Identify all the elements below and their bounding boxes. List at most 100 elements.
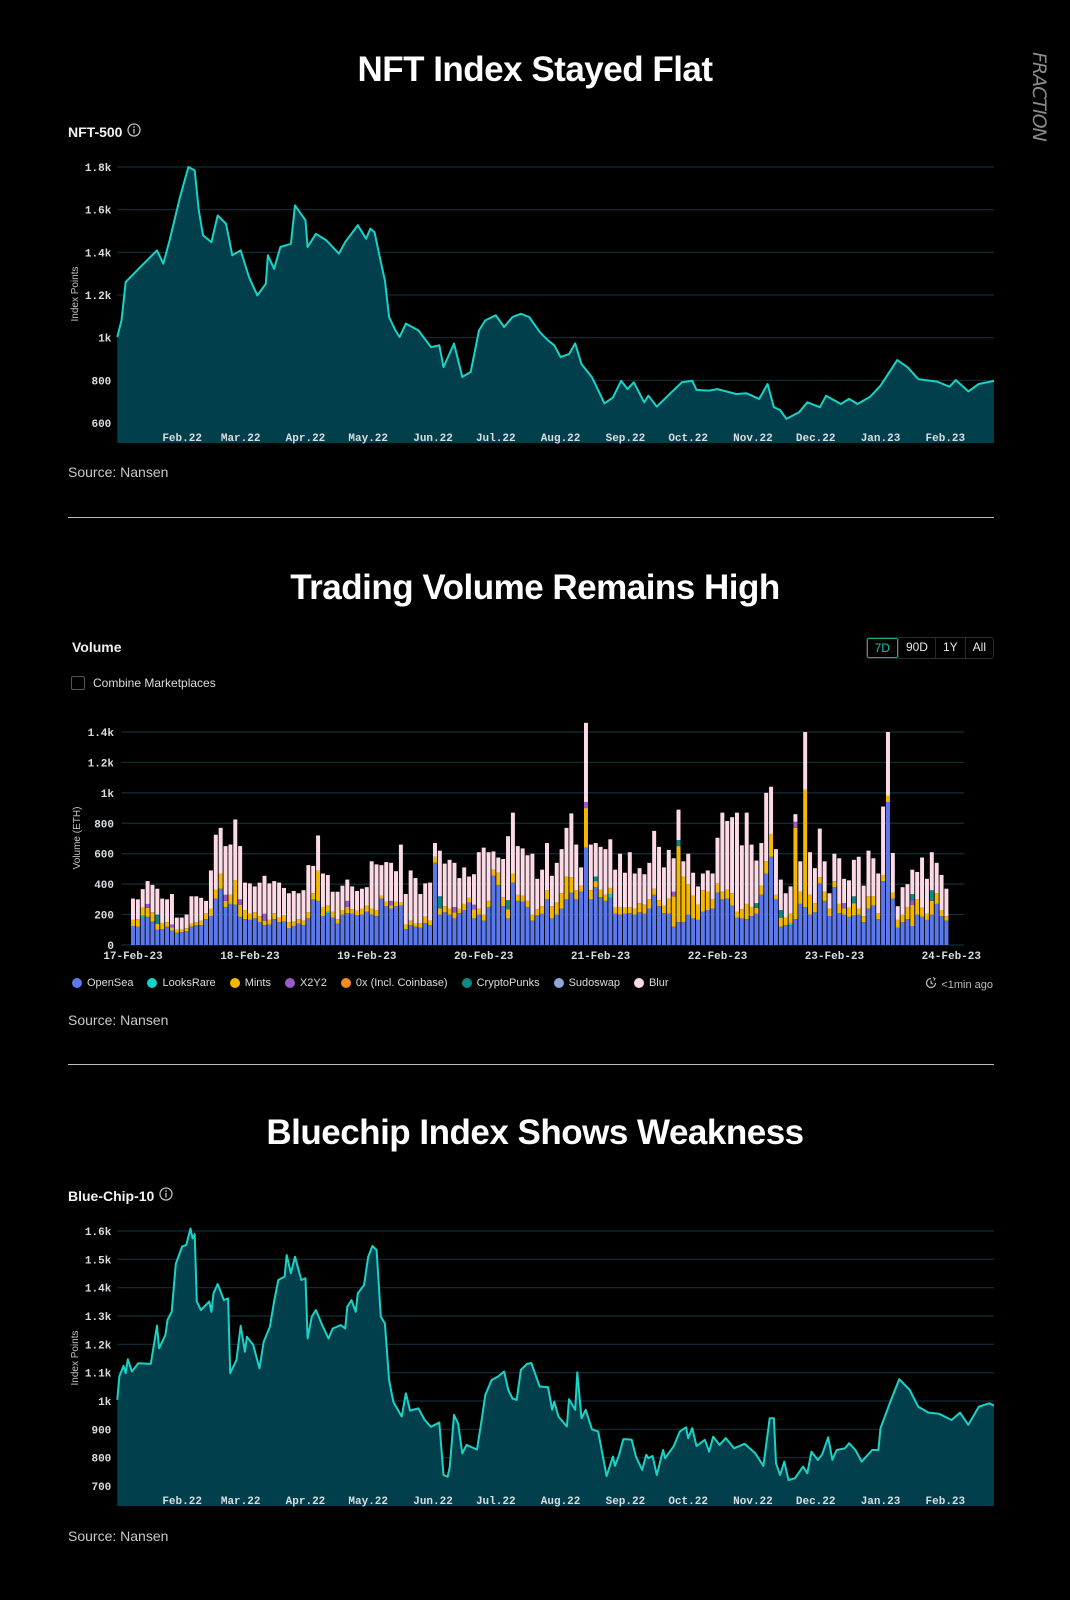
y-tick-label: 200: [94, 911, 114, 923]
legend-item-looksrare[interactable]: LooksRare: [147, 977, 216, 989]
bar-segment-opensea: [364, 911, 369, 945]
range-all-button[interactable]: All: [964, 638, 993, 658]
y-tick-label: 900: [91, 1425, 111, 1437]
bar-segment-mints: [350, 909, 355, 914]
bar-segment-opensea: [228, 903, 233, 945]
legend-item-blur[interactable]: Blur: [633, 977, 669, 989]
bar-segment-blur: [715, 837, 720, 884]
bar-segment-mints: [778, 917, 783, 927]
bar-segment-blur: [413, 878, 418, 924]
bar-segment-blur: [812, 868, 817, 904]
bar-segment-mints: [676, 846, 681, 923]
bar-segment-opensea: [428, 925, 433, 945]
bar-segment-opensea: [535, 915, 540, 945]
bar-segment-blur: [481, 847, 486, 915]
bar-segment-blur: [408, 870, 413, 921]
bar-segment-opensea: [520, 901, 525, 945]
range-90d-button[interactable]: 90D: [897, 638, 935, 658]
bar-segment-looksrare: [325, 911, 330, 914]
bar-segment-opensea: [286, 928, 291, 945]
bar-segment-opensea: [710, 908, 715, 945]
bar-segment-opensea: [238, 916, 243, 945]
bar-segment-mints: [233, 880, 238, 905]
bar-segment-looksrare: [140, 915, 145, 917]
legend-label: Blur: [648, 977, 669, 989]
bar-segment-x2y2: [793, 821, 798, 828]
bar-segment-mints: [866, 896, 871, 909]
bar-segment-opensea: [510, 882, 515, 945]
y-tick-label: 1.6k: [85, 206, 112, 218]
bar-segment-mints: [423, 916, 428, 923]
combine-marketplaces-row[interactable]: Combine Marketplaces: [71, 676, 216, 690]
bar-segment-blur: [924, 878, 929, 914]
bar-segment-opensea: [749, 916, 754, 945]
bar-segment-mints: [895, 919, 900, 928]
combine-marketplaces-checkbox[interactable]: [71, 676, 85, 690]
info-icon[interactable]: [127, 123, 142, 140]
bar-segment-opensea: [603, 900, 608, 945]
bar-segment-blur: [457, 878, 462, 909]
bar-segment-blur: [320, 873, 325, 907]
bar-segment-mints: [218, 873, 223, 889]
legend-swatch: [72, 978, 82, 988]
bar-segment-mints: [510, 873, 515, 883]
bar-segment-blur: [910, 869, 915, 895]
range-7d-button[interactable]: 7D: [866, 638, 898, 658]
legend-item-sudoswap[interactable]: Sudoswap: [553, 977, 620, 989]
bar-segment-mints: [379, 895, 384, 899]
bar-segment-opensea: [793, 919, 798, 945]
bar-segment-mints: [666, 898, 671, 914]
bar-segment-opensea: [657, 906, 662, 945]
bar-segment-mints: [374, 910, 379, 917]
bar-segment-mints: [174, 929, 179, 933]
bar-segment-opensea: [866, 908, 871, 945]
bar-segment-blur: [442, 863, 447, 907]
bar-segment-mints: [744, 903, 749, 920]
bar-segment-opensea: [452, 918, 457, 946]
refresh-clock-icon[interactable]: [925, 977, 937, 992]
range-1y-button[interactable]: 1Y: [934, 638, 965, 658]
bar-segment-blur: [398, 844, 403, 903]
legend-item-opensea[interactable]: OpenSea: [72, 977, 133, 989]
bar-segment-blur: [915, 871, 920, 900]
bar-segment-mints: [282, 915, 286, 922]
bar-segment-mints: [579, 885, 584, 892]
bar-segment-blur: [496, 857, 501, 873]
bar-segment-opensea: [681, 922, 686, 945]
bar-segment-mints: [286, 922, 291, 929]
area-fill: [117, 1228, 995, 1506]
legend-item-mints[interactable]: Mints: [229, 977, 271, 989]
bar-segment-mints: [184, 928, 189, 932]
bar-segment-blur: [881, 806, 886, 876]
bar-segment-mints: [583, 808, 588, 848]
bar-segment-blur: [574, 844, 579, 891]
bar-segment-opensea: [593, 887, 598, 945]
x-tick-label: Nov.22: [733, 433, 773, 445]
bar-segment-blur: [345, 879, 350, 901]
bar-segment-blur: [355, 890, 360, 911]
info-icon[interactable]: [159, 1187, 173, 1204]
bar-segment-blur: [588, 844, 593, 891]
y-tick-label: 0: [107, 941, 114, 953]
legend-item-x2y2[interactable]: X2Y2: [284, 977, 327, 989]
x-tick-label: Aug.22: [541, 433, 581, 445]
bar-segment-blur: [384, 862, 389, 902]
bar-segment-mints: [452, 912, 457, 919]
bar-segment-blur: [286, 893, 291, 923]
bar-segment-blur: [890, 852, 895, 893]
y-tick-label: 700: [91, 1482, 111, 1494]
bar-segment-mints: [364, 905, 369, 912]
bar-segment-opensea: [467, 902, 472, 945]
y-axis-title: Volume (ETH): [72, 807, 83, 870]
bar-segment-mints: [618, 906, 623, 915]
bar-segment-blur: [808, 852, 813, 895]
legend-item-0x[interactable]: 0x (Incl. Coinbase): [340, 977, 448, 989]
bar-segment-blur: [296, 893, 301, 920]
bar-segment-mints: [812, 903, 817, 913]
bar-segment-cryptopunks: [593, 876, 598, 882]
legend-item-cryptopunks[interactable]: CryptoPunks: [461, 977, 540, 989]
bar-segment-mints: [403, 924, 408, 930]
bar-segment-opensea: [282, 921, 286, 945]
bar-segment-opensea: [773, 899, 778, 945]
bar-segment-mints: [194, 922, 199, 926]
